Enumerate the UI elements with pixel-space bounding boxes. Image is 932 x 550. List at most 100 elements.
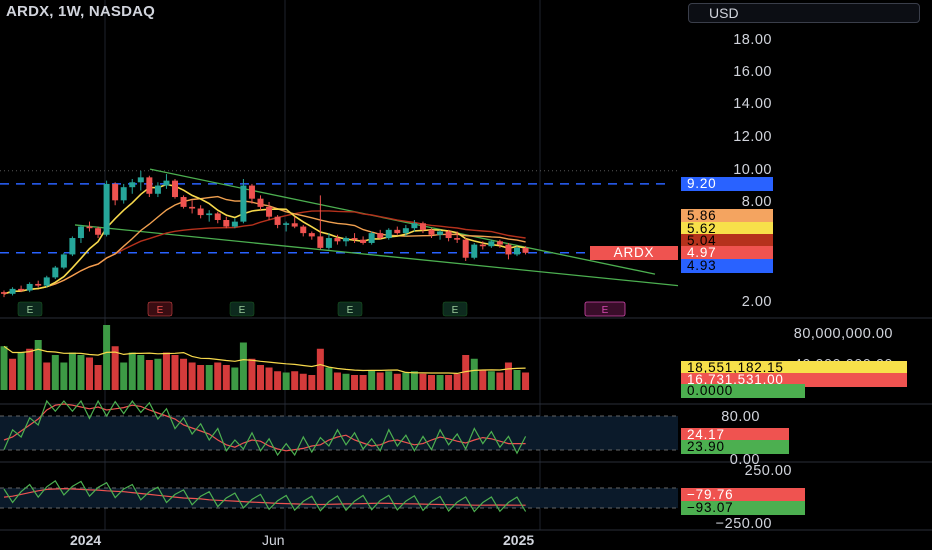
volume-bar <box>445 375 453 390</box>
volume-bar <box>479 370 487 390</box>
osc1-axis-label: 0.00 <box>729 452 760 468</box>
volume-bar <box>410 371 418 390</box>
candle-body <box>129 182 136 188</box>
candle-body <box>334 238 341 242</box>
volume-bar <box>188 362 196 390</box>
candle-body <box>488 241 495 247</box>
volume-bar <box>342 373 350 390</box>
oscillator-pane-1[interactable] <box>0 399 678 457</box>
earnings-marker-label: E <box>602 305 609 316</box>
candle-body <box>214 213 221 220</box>
volume-bar <box>496 372 504 390</box>
earnings-marker-upcoming <box>584 301 626 317</box>
volume-bar <box>154 358 162 390</box>
candle-body <box>283 223 290 225</box>
volume-bar <box>94 365 102 390</box>
earnings-marker <box>337 301 363 317</box>
price-tag: 4.93 <box>681 259 773 273</box>
time-axis-label: 2024 <box>70 532 102 548</box>
candle-body <box>69 238 76 255</box>
candle-body <box>351 238 358 240</box>
candle-body <box>411 223 418 229</box>
volume-bar <box>359 375 367 390</box>
candle-body <box>26 283 33 291</box>
time-axis-label: Jun <box>262 532 285 548</box>
volume-bar <box>428 375 435 390</box>
volume-bar <box>419 373 427 390</box>
candle-body <box>52 267 59 278</box>
time-axis-label: 2025 <box>503 532 535 548</box>
oscillator-pane-2[interactable] <box>0 480 678 513</box>
candle-body <box>428 229 435 235</box>
osc1-tag: 24.17 <box>681 428 789 442</box>
candle-body <box>60 254 67 268</box>
volume-bar <box>333 372 341 390</box>
volume-bar <box>257 365 264 390</box>
volume-bar <box>453 373 461 390</box>
volume-bar <box>205 365 213 390</box>
candle-body <box>172 180 178 198</box>
volume-tag: 0.0000 <box>681 384 805 398</box>
candle-body <box>223 220 230 227</box>
osc2-main-line <box>3 480 527 513</box>
volume-tag: 16,731,531.00 <box>681 373 907 387</box>
osc1-axis-label: 80.00 <box>721 409 760 425</box>
price-axis-label: 16.00 <box>733 64 772 80</box>
candle-body <box>248 185 255 199</box>
volume-bar <box>376 372 384 390</box>
currency-selector[interactable]: USD <box>688 3 920 23</box>
candle-body <box>445 231 452 239</box>
earnings-marker-label: E <box>452 305 459 316</box>
volume-bar <box>368 370 376 390</box>
earnings-marker-label: E <box>239 305 246 316</box>
candle-body <box>385 229 392 239</box>
earnings-marker <box>229 301 255 317</box>
candle-body <box>240 185 247 222</box>
price-axis-label: 14.00 <box>733 96 772 112</box>
volume-bar <box>436 375 444 390</box>
earnings-marker-label: E <box>27 305 34 316</box>
volume-bar <box>9 358 17 390</box>
candle-body <box>189 206 196 209</box>
candle-body <box>86 226 93 229</box>
candle-body <box>231 221 238 227</box>
price-tag: 9.20 <box>681 177 773 191</box>
candle-body <box>419 223 426 230</box>
volume-bar <box>316 348 324 390</box>
candle-body <box>437 231 444 235</box>
ma-mid <box>3 195 526 295</box>
candle-body <box>9 288 16 294</box>
volume-bar <box>248 358 256 390</box>
trendline-lower <box>74 224 679 287</box>
price-axis-label: 8.00 <box>741 194 772 210</box>
candle-body <box>360 239 367 243</box>
volume-bar <box>171 355 179 390</box>
candle-body <box>180 197 187 207</box>
volume-bar <box>291 371 299 390</box>
candle-body <box>377 233 384 239</box>
price-axis-label: 2.00 <box>741 294 772 310</box>
volume-bar <box>462 355 470 390</box>
volume-bar <box>239 342 247 390</box>
volume-bar <box>26 348 34 390</box>
volume-bar <box>265 367 273 390</box>
candle-body <box>1 292 7 294</box>
volume-bar <box>34 340 42 390</box>
volume-bar <box>351 375 359 390</box>
candle-body <box>343 238 349 242</box>
volume-bar <box>214 362 222 390</box>
osc2-tag: −93.07 <box>681 501 805 515</box>
volume-bar <box>522 372 530 390</box>
volume-bar <box>120 362 128 390</box>
candle-body <box>197 208 204 216</box>
candle-body <box>103 183 110 235</box>
candle-body <box>43 277 50 286</box>
candle-body <box>462 239 469 258</box>
symbol-price-tag: ARDX <box>590 246 678 260</box>
volume-pane[interactable] <box>0 325 530 390</box>
volume-bar <box>51 355 59 390</box>
volume-bar <box>68 352 76 390</box>
candle-body <box>402 228 409 234</box>
